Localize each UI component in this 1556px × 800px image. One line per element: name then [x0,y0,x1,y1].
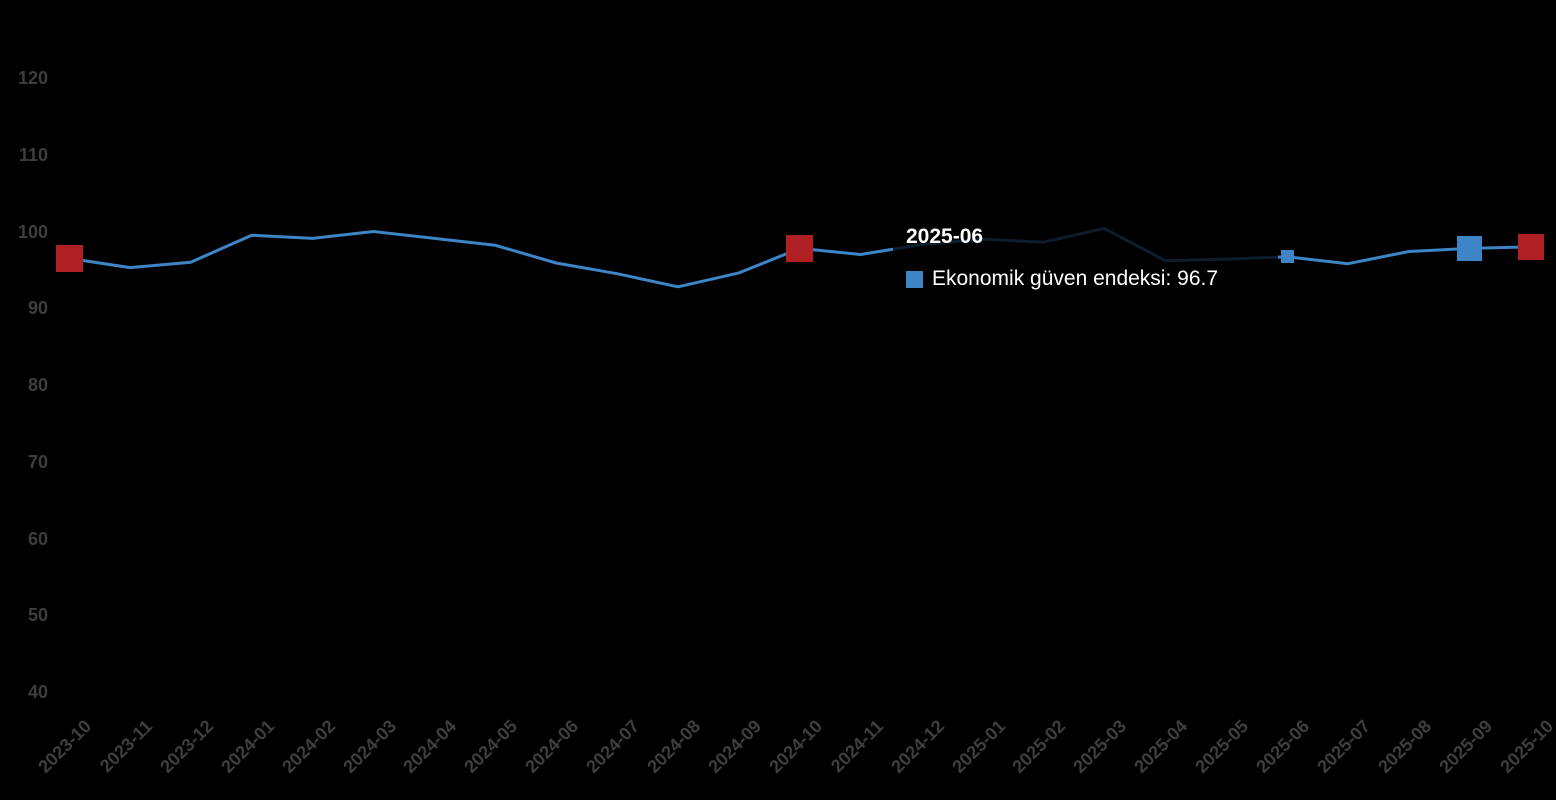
y-axis-label: 110 [18,144,48,165]
tooltip-series-row: Ekonomik güven endeksi: 96.7 [906,267,1264,291]
y-axis-label: 60 [27,528,48,549]
tooltip-title: 2025-06 [906,225,984,248]
tooltip-series-value: Ekonomik güven endeksi: 96.7 [932,267,1219,290]
y-axis-label: 70 [27,451,48,472]
y-axis-label: 120 [17,68,48,88]
point-marker-2025-10[interactable] [1517,233,1544,260]
point-marker-2023-10[interactable] [55,244,83,272]
y-axis-label: 90 [27,298,48,319]
y-axis-label: 100 [17,221,48,242]
y-axis-label: 40 [27,682,48,702]
point-marker-2024-10[interactable] [786,234,814,262]
point-marker-2025-06[interactable] [1280,250,1294,264]
point-marker-2025-09[interactable] [1457,235,1483,261]
series-swatch-icon [906,270,923,288]
y-axis-label: 80 [27,375,48,395]
tooltip: 2025-06 Ekonomik güven endeksi: 96.7 [893,212,1278,302]
y-axis-label: 50 [27,605,48,626]
